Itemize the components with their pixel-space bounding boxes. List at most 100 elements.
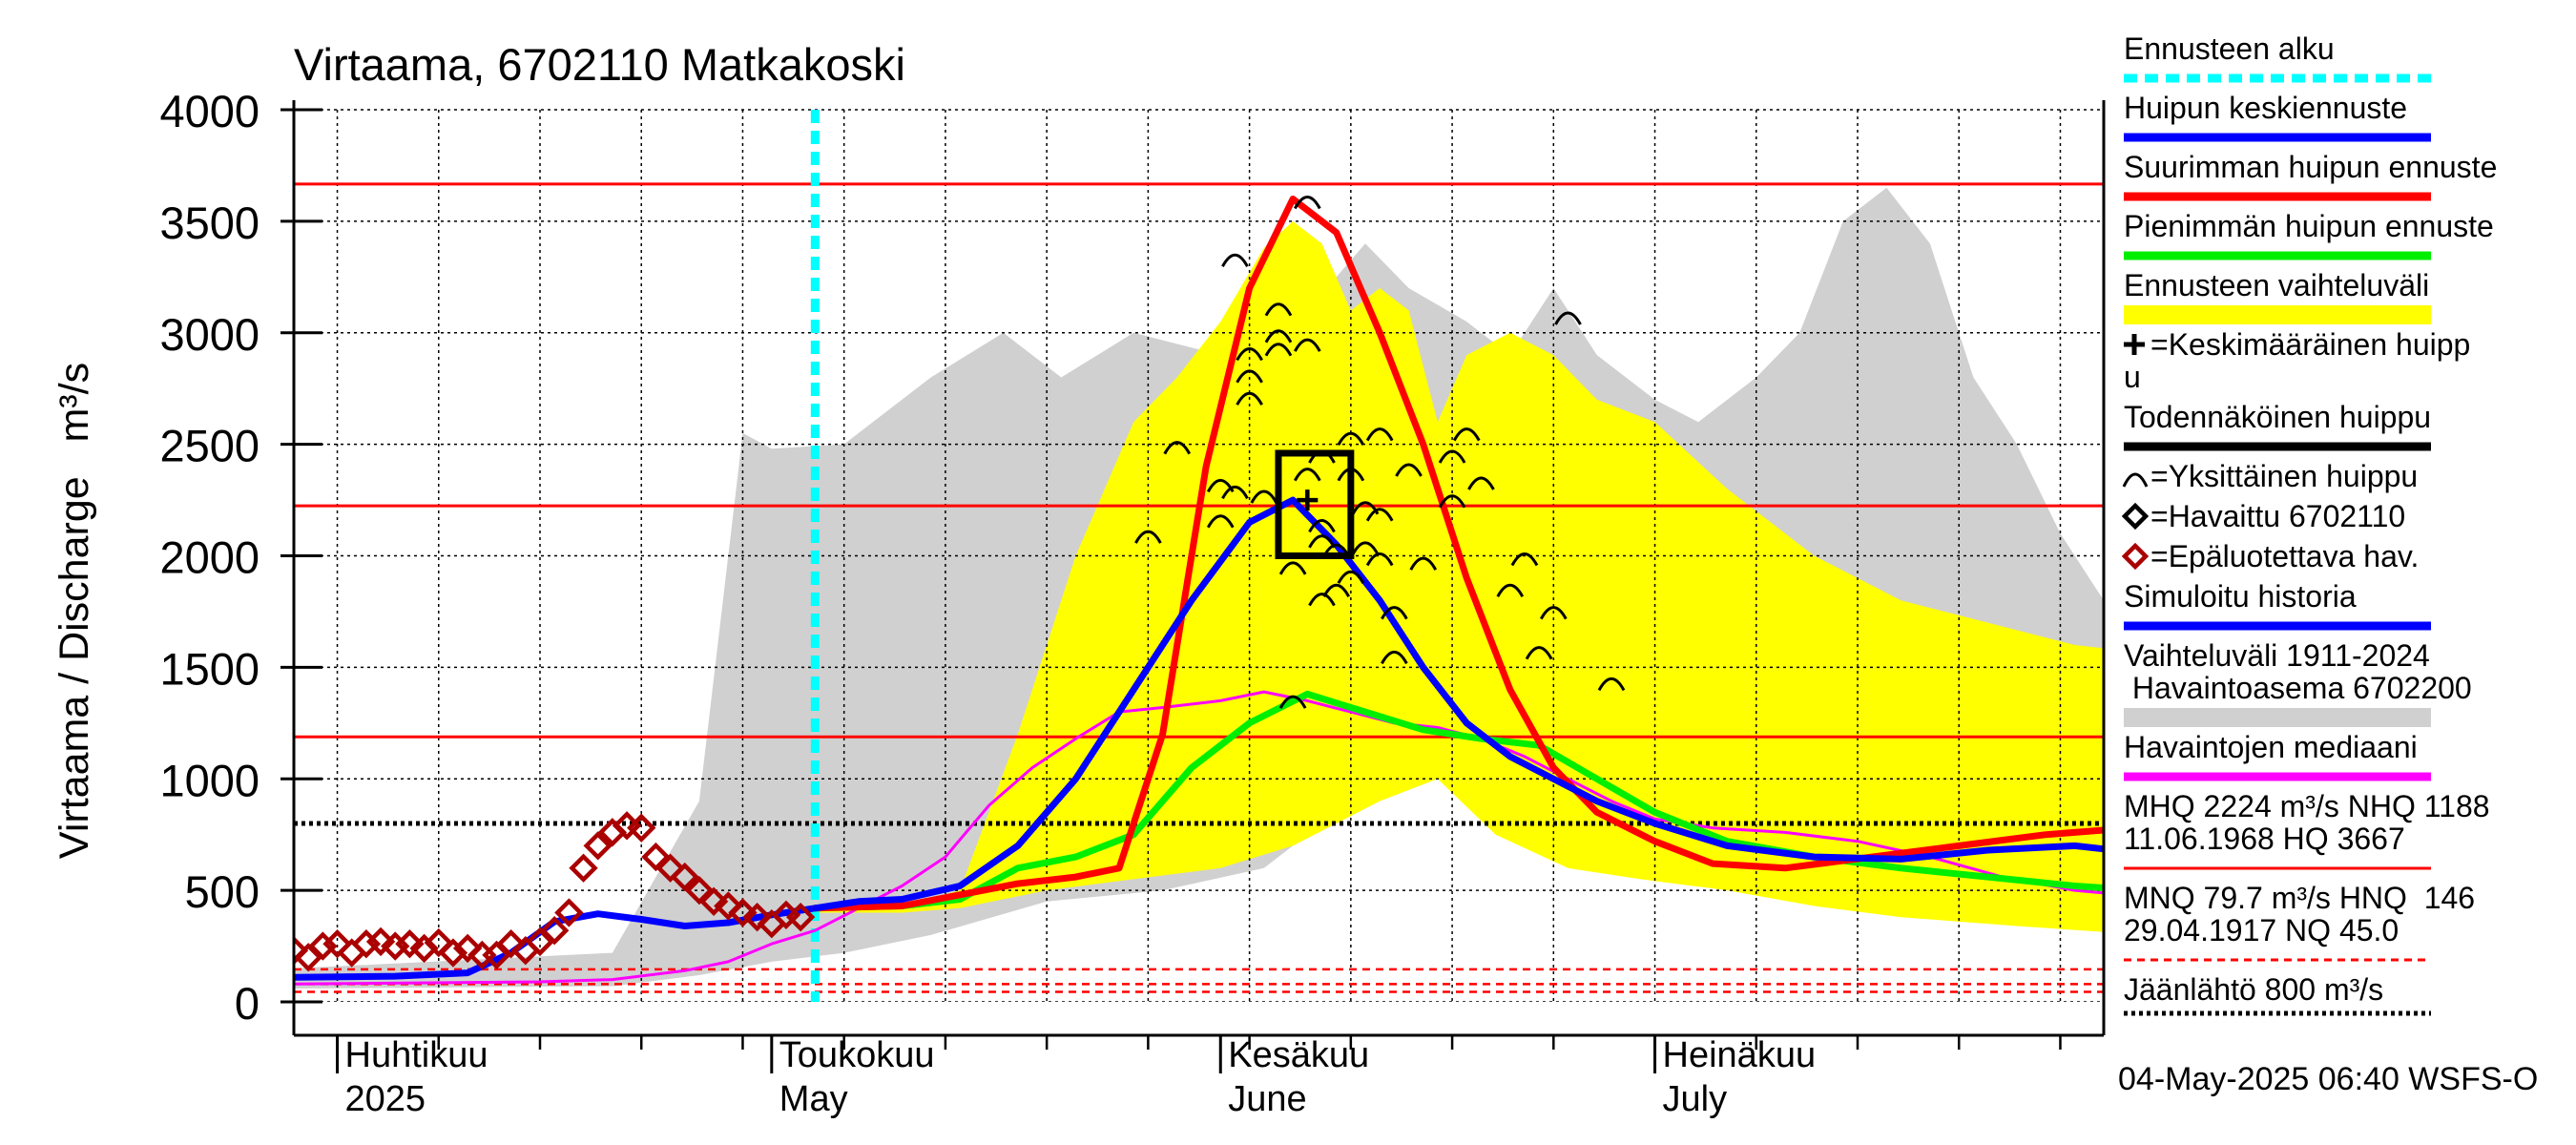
legend-item-9-label: =Epäluotettava hav. xyxy=(2150,539,2419,573)
unreliable-observation-marker xyxy=(670,862,699,892)
legend-item-8-swatch xyxy=(2121,502,2150,531)
legend-item-5-label: =Keskimääräinen huipp xyxy=(2150,327,2470,362)
timestamp-footer: 04-May-2025 06:40 WSFS-O xyxy=(2118,1061,2538,1097)
unreliable-observation-marker xyxy=(655,853,685,883)
individual-peak-marker xyxy=(1381,606,1408,620)
chart-title: Virtaama, 6702110 Matkakoski xyxy=(294,39,905,90)
y-tick-label: 3500 xyxy=(159,198,260,248)
individual-peak-marker xyxy=(1510,552,1539,567)
unreliable-observation-marker xyxy=(337,938,366,968)
y-tick-label: 2000 xyxy=(159,532,260,583)
y-tick-label: 1500 xyxy=(159,643,260,694)
unreliable-observation-marker xyxy=(742,902,772,932)
legend-item-10-label: Simuloitu historia xyxy=(2124,579,2357,614)
individual-peak-marker xyxy=(1395,463,1423,477)
individual-peak-marker xyxy=(1409,556,1438,571)
legend-item-5-label-2: u xyxy=(2124,360,2141,394)
individual-peak-marker xyxy=(1597,677,1626,692)
legend-item-9-swatch xyxy=(2121,542,2150,571)
individual-peak-marker xyxy=(1264,302,1293,317)
x-month-label-en: June xyxy=(1228,1079,1306,1119)
legend-item-1-label: Huipun keskiennuste xyxy=(2124,91,2407,125)
x-month-label-fi: Huhtikuu xyxy=(345,1035,488,1075)
x-month-label-en: May xyxy=(779,1079,848,1119)
unreliable-observation-marker xyxy=(365,926,396,957)
legend-item-8-label: =Havaittu 6702110 xyxy=(2150,499,2405,533)
individual-peak-marker xyxy=(1250,489,1278,504)
unreliable-observation-marker xyxy=(569,853,598,883)
unreliable-observation-marker xyxy=(395,929,425,959)
unreliable-observation-marker xyxy=(322,929,352,959)
individual-peak-marker xyxy=(1554,311,1582,325)
individual-peak-marker xyxy=(1365,427,1394,442)
legend-item-4-swatch xyxy=(2124,305,2431,324)
x-month-label-en: 2025 xyxy=(345,1079,426,1119)
legend-item-12-label: Havaintojen mediaani xyxy=(2124,730,2418,764)
unreliable-observation-marker xyxy=(728,898,758,927)
x-month-label-fi: Kesäkuu xyxy=(1228,1035,1369,1075)
legend-item-6-label: Todennäköinen huippu xyxy=(2124,400,2431,434)
series-simuloitu-historia xyxy=(294,905,819,981)
unreliable-observation-marker xyxy=(294,936,309,966)
individual-peak-marker xyxy=(1264,329,1293,344)
legend-item-7-label: =Yksittäinen huippu xyxy=(2150,459,2418,493)
unreliable-observation-marker xyxy=(452,933,483,964)
individual-peak-marker xyxy=(1308,534,1336,549)
unreliable-observation-marker xyxy=(627,813,656,843)
individual-peak-marker xyxy=(1236,369,1263,384)
unreliable-observation-marker xyxy=(539,916,570,946)
y-tick-label: 3000 xyxy=(159,309,260,360)
individual-peak-marker xyxy=(1264,343,1293,357)
unreliable-observation-marker xyxy=(785,902,816,932)
y-tick-label: 500 xyxy=(185,866,260,917)
legend-item-5-swatch xyxy=(2124,334,2145,355)
individual-peak-marker xyxy=(1134,530,1162,544)
legend-item-7-swatch xyxy=(2122,472,2149,488)
individual-peak-marker xyxy=(1236,391,1263,406)
mean-peak-marker xyxy=(1297,489,1319,511)
individual-peak-marker xyxy=(1308,593,1336,607)
y-tick-label: 4000 xyxy=(159,86,260,136)
individual-peak-marker xyxy=(1351,541,1380,555)
individual-peak-marker xyxy=(1294,338,1321,352)
legend-item-14-label: MNQ 79.7 m³/s HNQ 146 xyxy=(2124,881,2475,915)
legend-item-13-label-2: 11.06.1968 HQ 3667 xyxy=(2124,822,2405,856)
probable-peak-box xyxy=(1275,449,1355,560)
individual-peak-marker xyxy=(1452,427,1481,442)
individual-peak-marker xyxy=(1496,583,1525,597)
individual-peak-marker xyxy=(1322,583,1350,597)
unreliable-observation-marker xyxy=(714,891,743,921)
individual-peak-marker xyxy=(1337,431,1365,447)
unreliable-observation-marker xyxy=(641,842,671,872)
legend-item-2-label: Suurimman huipun ennuste xyxy=(2124,150,2497,184)
legend-item-11-swatch xyxy=(2124,708,2431,727)
individual-peak-marker xyxy=(1467,476,1495,490)
unreliable-observation-marker xyxy=(438,938,468,968)
y-tick-label: 0 xyxy=(235,978,260,1029)
individual-peak-marker xyxy=(1381,650,1408,665)
unreliable-observation-marker xyxy=(424,927,453,958)
legend-item-0-label: Ennusteen alku xyxy=(2124,31,2335,66)
individual-peak-marker xyxy=(1438,494,1466,509)
unreliable-observation-marker xyxy=(554,898,584,927)
legend-item-13-label: MHQ 2224 m³/s NHQ 1188 xyxy=(2124,789,2490,823)
x-month-label-en: July xyxy=(1663,1079,1728,1119)
individual-peak-marker xyxy=(1221,485,1249,500)
forecast-range-band xyxy=(815,220,2104,932)
y-tick-label: 2500 xyxy=(159,421,260,471)
y-tick-label: 1000 xyxy=(159,755,260,805)
legend-item-15-label: Jäänlähtö 800 m³/s xyxy=(2124,972,2383,1007)
individual-peak-marker xyxy=(1294,468,1321,482)
individual-peak-marker xyxy=(1539,606,1568,620)
legend-item-4-label: Ennusteen vaihteluväli xyxy=(2124,268,2429,302)
legend-item-11-label: Vaihteluväli 1911-2024 xyxy=(2124,638,2430,673)
unreliable-observation-marker xyxy=(496,929,526,959)
legend-item-11-label-2: Havaintoasema 6702200 xyxy=(2124,671,2472,705)
individual-peak-marker xyxy=(1365,508,1394,522)
individual-peak-marker xyxy=(1221,253,1249,268)
individual-peak-marker xyxy=(1308,518,1336,533)
x-month-label-fi: Heinäkuu xyxy=(1663,1035,1817,1075)
individual-peak-marker xyxy=(1365,552,1394,567)
series-pienimmän-huipun-ennuste xyxy=(811,690,2104,912)
